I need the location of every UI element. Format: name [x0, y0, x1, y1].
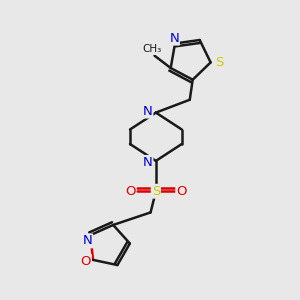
Text: N: N [169, 32, 179, 45]
Text: N: N [143, 156, 152, 169]
Text: O: O [80, 255, 91, 268]
Text: O: O [125, 185, 136, 198]
Text: S: S [152, 185, 160, 198]
Text: S: S [215, 56, 223, 69]
Text: N: N [143, 105, 152, 118]
Text: O: O [176, 185, 187, 198]
Text: CH₃: CH₃ [142, 44, 161, 54]
Text: N: N [82, 235, 92, 248]
